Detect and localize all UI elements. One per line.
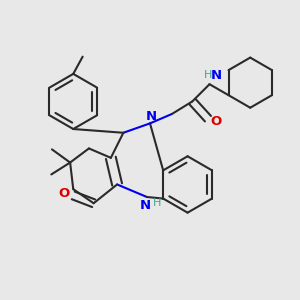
- Text: N: N: [146, 110, 157, 123]
- Text: O: O: [59, 188, 70, 200]
- Text: H: H: [204, 70, 212, 80]
- Text: N: N: [211, 69, 222, 82]
- Text: O: O: [210, 115, 221, 128]
- Text: H: H: [153, 198, 161, 208]
- Text: N: N: [140, 199, 151, 212]
